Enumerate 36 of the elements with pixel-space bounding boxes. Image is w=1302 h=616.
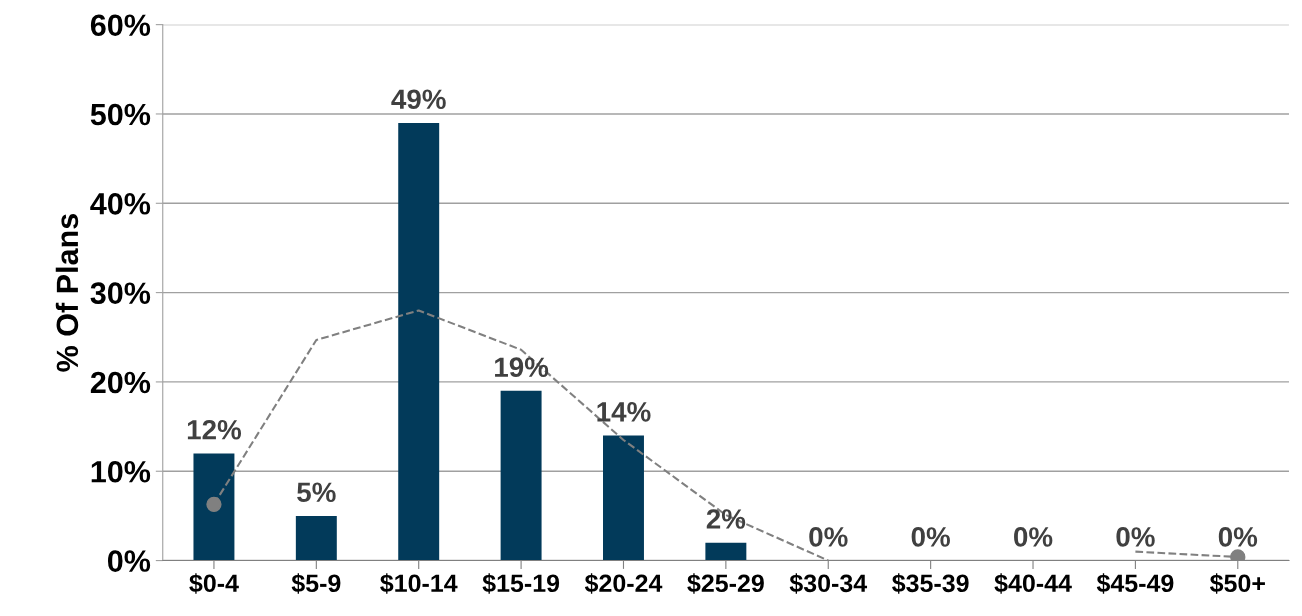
x-tick-label: $15-19 [482,573,560,594]
y-tick-label: 60% [90,14,151,37]
y-tick-label: 30% [90,282,151,305]
data-label: 5% [297,482,336,503]
data-label: 0% [809,527,848,547]
data-label: 0% [911,527,950,547]
bar [603,435,644,561]
bar [398,122,440,561]
y-tick-label: 40% [90,193,151,215]
y-tick-label: 10% [91,460,151,483]
x-tick-label: $50+ [1209,573,1265,594]
x-tick-label: $5-9 [291,573,341,594]
x-tick-label: $10-14 [380,573,458,594]
x-tick-label: $40-44 [994,573,1072,594]
y-tick-label: 20% [90,371,151,394]
data-label: 0% [1218,527,1258,547]
y-tick-label: 0% [107,550,151,572]
data-label: 12% [187,419,242,440]
bar [295,515,337,561]
data-label: 19% [495,357,549,378]
data-label: 0% [1014,527,1053,547]
x-tick-label: $30-34 [789,573,868,594]
x-tick-label: $20-24 [584,573,663,594]
data-label: 14% [597,402,651,422]
data-label: 2% [706,509,746,529]
bar [705,542,747,561]
y-axis-title: % Of Plans [55,214,79,372]
y-tick-label: 50% [90,103,151,126]
bar [193,453,235,561]
data-label: 0% [1116,527,1155,547]
x-tick-label: $25-29 [687,573,764,594]
x-tick-label: $0-4 [189,573,239,594]
data-label: 49% [391,89,446,110]
x-tick-label: $35-39 [892,573,969,594]
x-tick-label: $45-49 [1096,573,1174,594]
bar [500,390,542,561]
